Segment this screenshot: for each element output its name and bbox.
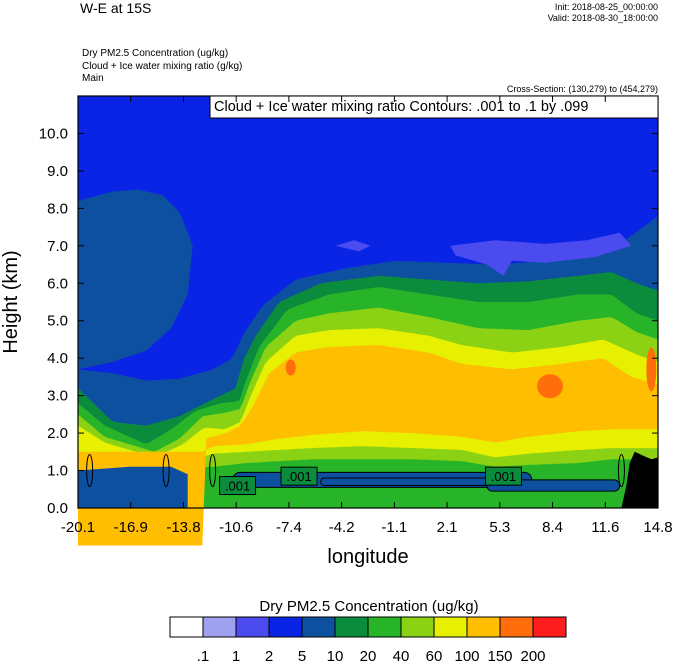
colorbar-swatch: [367, 616, 402, 638]
colorbar: .1 1 2 5 10 20 40 60 100 150 200: [169, 616, 567, 665]
x-tick-label: 2.1: [437, 519, 458, 536]
colorbar-label: 10: [327, 648, 344, 665]
colorbar-title: Dry PM2.5 Concentration (ug/kg): [259, 598, 478, 615]
contour-label-box-2: [484, 466, 522, 486]
field-label-pm25: Dry PM2.5 Concentration (ug/kg): [82, 48, 229, 59]
cloud-contours: .001 .001 .001: [86, 454, 625, 496]
x-tick-label: -4.2: [329, 519, 355, 536]
colorbar-swatch: [433, 616, 468, 638]
colorbar-label: 2: [265, 648, 273, 665]
contour-title-box: [209, 95, 659, 119]
x-axis-label: longitude: [327, 546, 408, 568]
field-level-200-c: [646, 347, 657, 392]
concentration-field: [78, 96, 658, 546]
field-level-2-b: [450, 232, 632, 276]
x-tick-label: -20.1: [61, 519, 95, 536]
terrain: [621, 451, 658, 508]
colorbar-swatch: [169, 616, 204, 638]
field-label-main: Main: [82, 73, 104, 84]
contour-stub-4: [617, 454, 625, 488]
y-tick-label: 8.0: [47, 200, 68, 217]
colorbar-label: 40: [393, 648, 410, 665]
contour-stub-2: [162, 454, 170, 488]
contour-title: Cloud + Ice water mixing ratio Contours:…: [214, 99, 588, 115]
field-level-10-upper: [78, 189, 193, 370]
plot-title: W-E at 15S: [80, 0, 152, 16]
valid-time: Valid: 2018-08-30_18:00:00: [547, 13, 658, 23]
field-label-cloud: Cloud + Ice water mixing ratio (g/kg): [82, 61, 243, 72]
colorbar-label: 1: [232, 648, 240, 665]
y-tick-label: 4.0: [47, 350, 68, 367]
y-tick-label: 9.0: [47, 163, 68, 180]
x-tick-label: -1.1: [381, 519, 407, 536]
y-tick-label: 7.0: [47, 238, 68, 255]
cross-section-label: Cross-Section: (130,279) to (454,279): [506, 84, 658, 94]
y-tick-label: 5.0: [47, 313, 68, 330]
x-tick-label: -10.6: [219, 519, 253, 536]
x-tick-label: -7.4: [276, 519, 302, 536]
colorbar-swatch: [334, 616, 369, 638]
colorbar-swatch: [202, 616, 237, 638]
x-tick-label: 14.8: [643, 519, 672, 536]
init-time: Init: 2018-08-25_00:00:00: [554, 2, 658, 12]
colorbar-label: 200: [520, 648, 545, 665]
colorbar-swatch: [466, 616, 501, 638]
contour-label: .001: [491, 469, 516, 484]
field-level-200-b: [536, 374, 563, 399]
x-tick-label: 5.3: [489, 519, 510, 536]
colorbar-label: 150: [487, 648, 512, 665]
colorbar-label: 100: [454, 648, 479, 665]
colorbar-label: 60: [426, 648, 443, 665]
colorbar-swatch: [532, 616, 567, 638]
colorbar-swatch: [235, 616, 270, 638]
y-tick-label: 10.0: [39, 125, 68, 142]
contour-loop-inner: [320, 477, 493, 487]
colorbar-swatch: [268, 616, 303, 638]
contour-label-box-1: [280, 466, 318, 486]
y-tick-label: 1.0: [47, 463, 68, 480]
x-tick-label: 8.4: [542, 519, 563, 536]
field-level-2-a: [335, 240, 371, 252]
axes: -20.1 -16.9 -13.8 -10.6 -7.4 -4.2 -1.1 2.1 5.3 8.…: [39, 96, 673, 536]
contour-stub-1: [86, 454, 94, 488]
field-level-10-surface: [78, 466, 188, 508]
colorbar-swatch: [301, 616, 336, 638]
y-tick-label: 6.0: [47, 275, 68, 292]
contour-label-box-0: [219, 476, 257, 496]
x-tick-label: -13.8: [166, 519, 200, 536]
field-level-150: [78, 345, 658, 546]
y-tick-label: 0.0: [47, 500, 68, 517]
contour-label: .001: [286, 469, 311, 484]
y-tick-label: 3.0: [47, 388, 68, 405]
x-tick-label: 11.6: [591, 519, 619, 536]
y-axis-label: Height (km): [0, 250, 22, 353]
terrain-east: [621, 451, 658, 508]
colorbar-swatch: [499, 616, 534, 638]
field-level-200-a: [285, 359, 296, 376]
contour-label: .001: [225, 479, 250, 494]
x-tick-label: -16.9: [114, 519, 148, 536]
colorbar-label: 20: [360, 648, 377, 665]
contour-stub-3: [209, 454, 217, 488]
y-tick-label: 2.0: [47, 425, 68, 442]
colorbar-label: .1: [197, 648, 210, 665]
colorbar-label: 5: [298, 648, 306, 665]
colorbar-swatch: [400, 616, 435, 638]
